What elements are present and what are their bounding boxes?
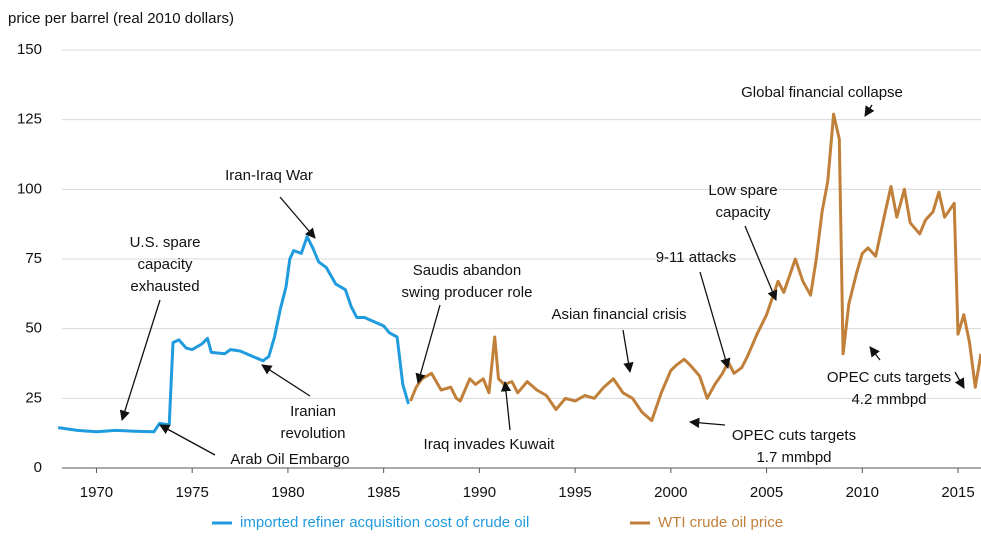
annotation: capacity [715, 204, 771, 221]
annotation-arrow [415, 304, 441, 385]
x-tick-label: 1990 [463, 484, 496, 501]
annotation-arrow [119, 299, 161, 421]
legend-label: WTI crude oil price [658, 514, 783, 531]
annotation-arrow [869, 346, 881, 361]
y-tick-label: 100 [17, 180, 42, 197]
y-tick-label: 50 [25, 320, 42, 337]
annotation: Arab Oil Embargo [230, 451, 349, 468]
x-tick-label: 1970 [80, 484, 113, 501]
annotation-arrow [261, 364, 311, 397]
annotation-arrow [279, 196, 316, 239]
x-tick-label: 1995 [558, 484, 591, 501]
annotation: Low spare [708, 182, 777, 199]
annotation: OPEC cuts targets [827, 369, 951, 386]
annotation-arrow [622, 329, 634, 374]
series-line [57, 235, 410, 434]
annotation: Asian financial crisis [551, 306, 686, 323]
y-tick-label: 150 [17, 41, 42, 58]
y-tick-label: 0 [34, 459, 42, 476]
annotation: 9-11 attacks [656, 249, 737, 266]
annotation: capacity [137, 256, 193, 273]
annotation-arrow [159, 424, 216, 456]
annotation-arrow [500, 380, 512, 431]
annotation-arrow [744, 225, 778, 301]
x-tick-label: 1980 [271, 484, 304, 501]
annotation: 4.2 mmbpd [851, 391, 926, 408]
x-tick-label: 2010 [846, 484, 879, 501]
annotation: swing producer role [402, 284, 533, 301]
annotation: Iran-Iraq War [225, 167, 313, 184]
y-tick-label: 25 [25, 389, 42, 406]
annotation: OPEC cuts targets [732, 427, 856, 444]
x-tick-label: 1975 [176, 484, 209, 501]
x-tick-label: 2005 [750, 484, 783, 501]
annotation: Iraq invades Kuwait [424, 436, 556, 453]
annotation-arrow [954, 371, 965, 389]
annotation-arrow [699, 271, 731, 369]
legend-label: imported refiner acquisition cost of cru… [240, 514, 529, 531]
y-tick-label: 125 [17, 111, 42, 128]
annotation: Global financial collapse [741, 84, 903, 101]
x-tick-label: 1985 [367, 484, 400, 501]
annotation: Saudis abandon [413, 262, 521, 279]
y-tick-label: 75 [25, 250, 42, 267]
annotation-arrow [864, 104, 875, 117]
annotation: exhausted [130, 278, 199, 295]
annotation-arrow [688, 417, 726, 428]
annotation: Iranian [290, 403, 336, 420]
x-tick-label: 2000 [654, 484, 687, 501]
annotation: revolution [280, 425, 345, 442]
y-axis-label: price per barrel (real 2010 dollars) [8, 10, 234, 27]
series-line [409, 112, 981, 423]
annotation: 1.7 mmbpd [756, 449, 831, 466]
x-tick-label: 2015 [941, 484, 974, 501]
annotation: U.S. spare [130, 234, 201, 251]
